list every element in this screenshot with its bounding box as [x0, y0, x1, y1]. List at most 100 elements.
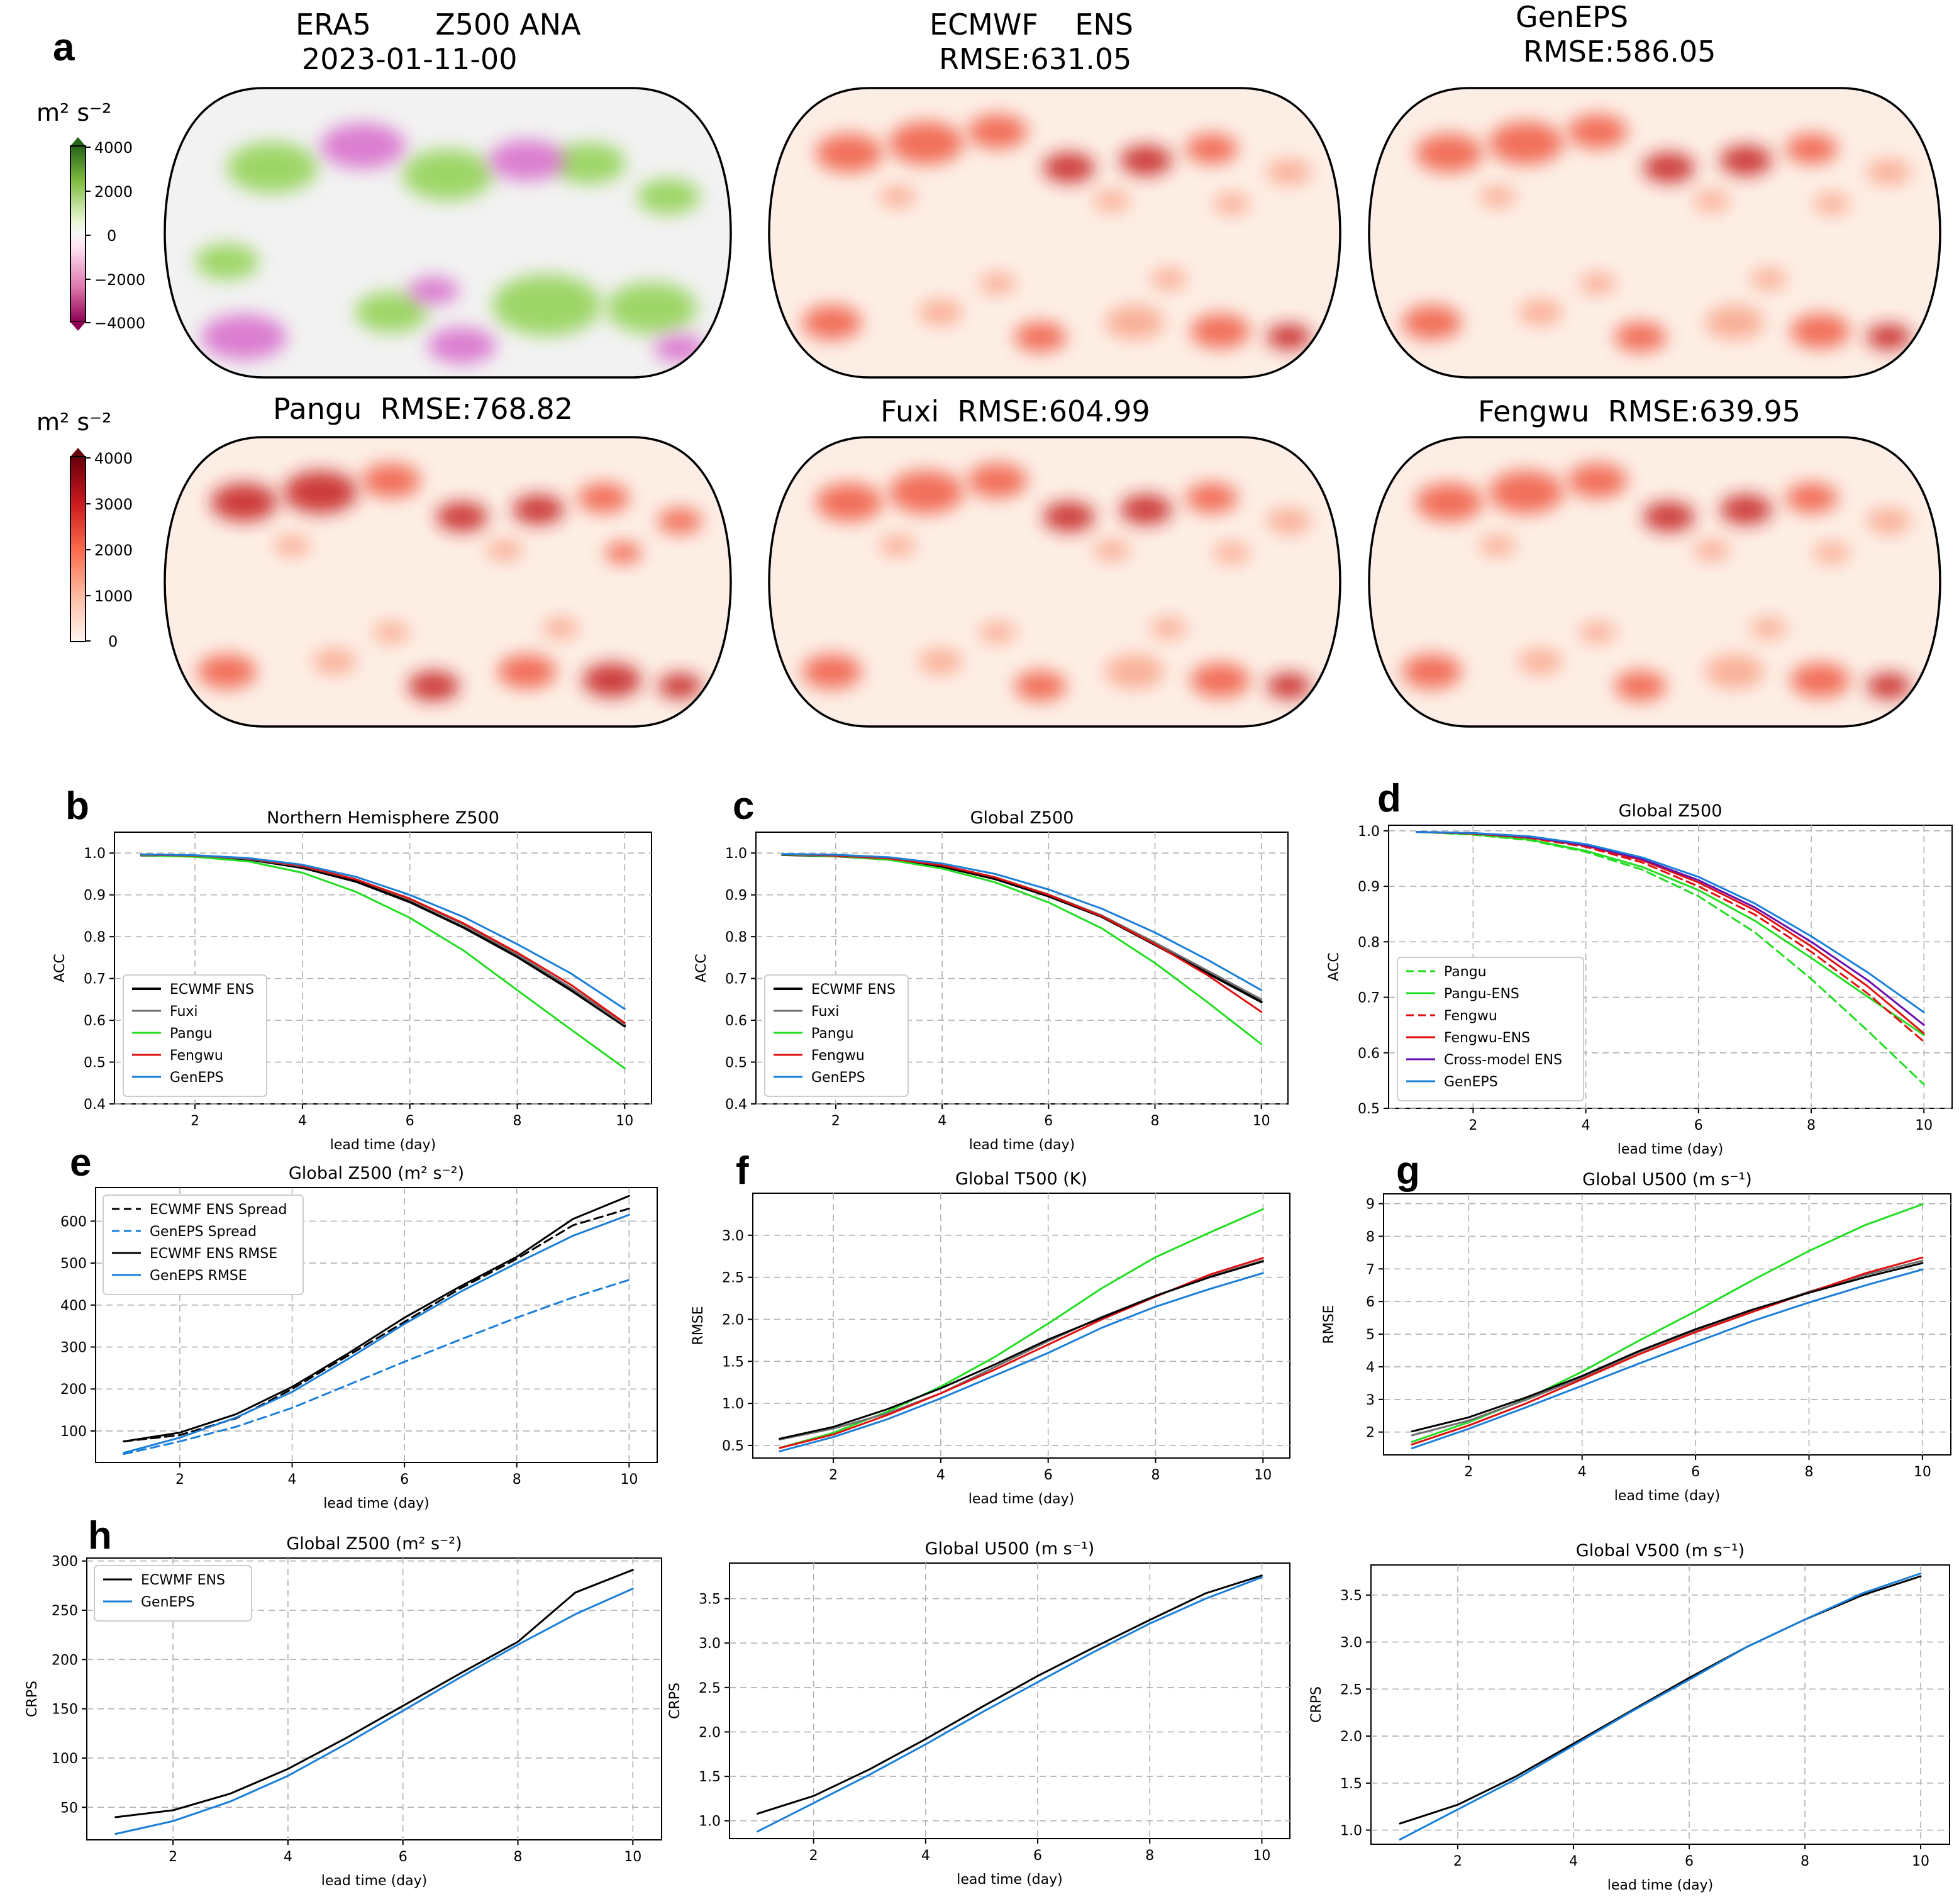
x-axis-label: lead time (day) [969, 1137, 1075, 1153]
chart-e: 2 4 6 8 10 100 200 300 400 500 600 Global Z500 (m² … [60, 1141, 658, 1512]
y-tick-label: 1.0 [84, 846, 106, 862]
legend-label: Fuxi [811, 1004, 840, 1020]
y-axis-label: CRPS [667, 1683, 683, 1719]
y-tick-label: 600 [60, 1214, 87, 1230]
panel-letter-f: f [736, 1149, 749, 1193]
y-tick-label: 0.8 [1358, 935, 1380, 950]
x-tick-label: 8 [1152, 1467, 1160, 1483]
legend-label: Fengwu [811, 1048, 865, 1064]
y-tick-label: 7 [1366, 1262, 1375, 1278]
map-subtitle-geneps: RMSE:586.05 [1523, 35, 1716, 69]
anomaly-colorbar: 4000 2000 0 −2000 −4000 [70, 137, 145, 332]
legend-label: Pangu [811, 1026, 854, 1042]
y-tick-label: 1.0 [699, 1814, 721, 1830]
x-tick-label: 2 [169, 1849, 177, 1865]
x-tick-label: 6 [1685, 1854, 1694, 1869]
map-globe-2 [1368, 87, 1941, 379]
series-line-geneps [781, 853, 1263, 991]
x-tick-label: 6 [1691, 1464, 1700, 1480]
y-axis-label: ACC [694, 954, 709, 982]
y-tick-label: 3 [1366, 1393, 1375, 1408]
y-axis-label: RMSE [1321, 1305, 1337, 1344]
x-tick-label: 8 [1807, 1118, 1816, 1133]
chart-title: Northern Hemisphere Z500 [267, 808, 499, 828]
map-title-ecmwf: ECMWF ENS [930, 8, 1133, 42]
x-tick-label: 10 [1915, 1118, 1933, 1133]
plot-area [729, 1562, 1290, 1839]
y-tick-label: 1.0 [1358, 824, 1380, 840]
series-line-geneps [114, 1588, 634, 1835]
y-tick-label: 2.0 [699, 1725, 721, 1740]
legend-frame [764, 974, 909, 1097]
map-subtitle-era5: 2023-01-11-00 [302, 42, 517, 76]
y-axis-label: CRPS [25, 1681, 40, 1717]
y-tick-label: 1.0 [722, 1396, 744, 1412]
legend-label: Fengwu-ENS [1444, 1030, 1530, 1046]
legend-label: ECWMF ENS Spread [150, 1202, 287, 1218]
series-line-geneps-spread [123, 1279, 630, 1456]
x-tick-label: 4 [284, 1849, 292, 1865]
y-tick-label: 300 [52, 1554, 78, 1570]
y-axis-label: ACC [52, 954, 68, 982]
panel-letter-h: h [88, 1514, 112, 1557]
chart-title: Global Z500 [1619, 801, 1723, 821]
chart-title: Global Z500 (m² s⁻²) [289, 1164, 464, 1183]
panel-letter-d: d [1377, 777, 1401, 820]
chart-c: 2 4 6 8 10 0.4 0.5 0.6 0.7 0.8 0.9 1.0 Global Z500 le… [694, 784, 1289, 1153]
y-tick-label: 0.6 [84, 1013, 106, 1029]
y-tick-label: 0.7 [725, 972, 747, 988]
chart-j: 2 4 6 8 10 1.0 1.5 2.0 2.5 3.0 3.5 Global V500 (m s… [1309, 1541, 1950, 1893]
y-tick-label: 8 [1366, 1229, 1375, 1245]
error-colorbar: 4000 3000 2000 1000 0 [70, 448, 133, 650]
y-tick-label: 1.0 [1340, 1823, 1362, 1839]
x-tick-label: 6 [1044, 1113, 1053, 1129]
x-axis-label: lead time (day) [323, 1496, 429, 1512]
error-cbar-tick: 3000 [94, 496, 133, 513]
anomaly-cbar-tick: 0 [107, 227, 116, 245]
y-tick-label: 200 [52, 1652, 78, 1668]
x-tick-label: 10 [1912, 1854, 1929, 1869]
map-title-fuxi: Fuxi RMSE:604.99 [880, 394, 1150, 428]
y-tick-label: 2.5 [722, 1271, 744, 1286]
y-tick-label: 4 [1366, 1360, 1375, 1376]
legend-label: ECWMF ENS [141, 1573, 225, 1588]
legend-label: Fengwu [1444, 1008, 1497, 1024]
y-tick-label: 400 [60, 1298, 87, 1314]
legend-label: Pangu-ENS [1444, 986, 1519, 1002]
y-tick-label: 500 [60, 1256, 87, 1272]
legend-label: GenEPS RMSE [150, 1268, 247, 1284]
y-tick-label: 6 [1366, 1294, 1375, 1310]
map-title-fengwu: Fengwu RMSE:639.95 [1478, 394, 1801, 428]
map-subtitle-ecmwf: RMSE:631.05 [939, 42, 1131, 76]
x-axis-label: lead time (day) [957, 1872, 1062, 1888]
chart-b: 2 4 6 8 10 0.4 0.5 0.6 0.7 0.8 0.9 1.0 Northern Hemi… [52, 784, 652, 1153]
y-tick-label: 1.5 [699, 1769, 721, 1785]
x-tick-label: 4 [921, 1848, 930, 1864]
chart-g: 2 4 6 8 10 2 3 4 5 6 7 8 9 Global U500 (m s⁻¹) lead ti… [1321, 1149, 1951, 1504]
series-line-ecwmf-ens [1411, 1262, 1924, 1433]
map-title-pangu: Pangu RMSE:768.82 [273, 392, 573, 426]
x-tick-label: 10 [616, 1113, 633, 1129]
error-cbar-tick: 0 [108, 633, 118, 650]
chart-title: Global U500 (m s⁻¹) [925, 1539, 1095, 1559]
x-tick-label: 4 [298, 1113, 307, 1129]
x-tick-label: 8 [1805, 1464, 1814, 1480]
x-tick-label: 6 [1044, 1467, 1053, 1483]
x-tick-label: 8 [513, 1113, 522, 1129]
y-axis-label: ACC [1326, 952, 1342, 981]
legend-label: Pangu [170, 1026, 213, 1042]
legend-label: Fuxi [170, 1004, 198, 1020]
x-tick-label: 10 [624, 1849, 641, 1865]
x-axis-label: lead time (day) [330, 1137, 436, 1153]
y-tick-label: 0.7 [1358, 991, 1380, 1006]
anomaly-cbar-tick: −4000 [94, 315, 145, 332]
series-line-geneps [779, 1272, 1264, 1452]
legend-frame [123, 974, 267, 1097]
legend: ECWMF ENS Fuxi Pangu Fengwu GenEPS [764, 974, 909, 1097]
legend-label: ECWMF ENS RMSE [150, 1246, 277, 1262]
x-tick-label: 2 [831, 1113, 840, 1129]
y-tick-label: 0.5 [84, 1055, 106, 1071]
map-globe-0 [164, 87, 732, 379]
y-tick-label: 100 [60, 1424, 87, 1440]
